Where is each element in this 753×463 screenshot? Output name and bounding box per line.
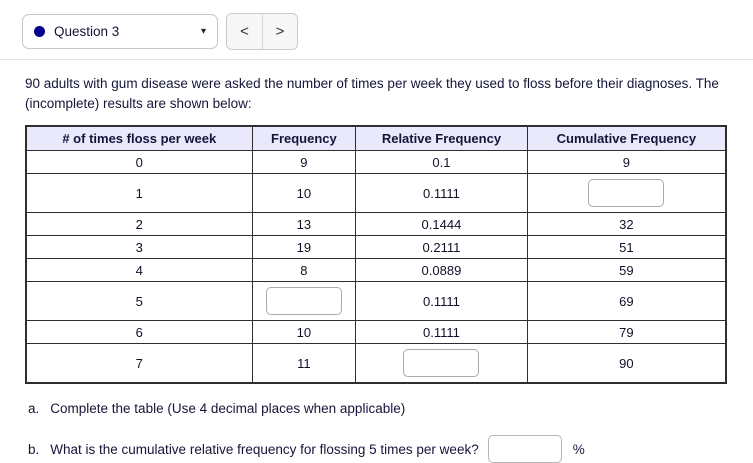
table-cell: 9 (251, 150, 357, 175)
table-cell: 69 (526, 281, 727, 322)
table-row: 6 10 0.1111 79 (25, 320, 727, 345)
table-cell: 0.1444 (355, 212, 528, 237)
table-cell: 79 (526, 320, 727, 345)
table-cell: 9 (526, 150, 727, 175)
column-header: Relative Frequency (355, 125, 528, 152)
table-cell-input[interactable] (265, 287, 342, 316)
next-question-button[interactable]: > (262, 14, 297, 49)
table-cell: 0.1 (355, 150, 528, 175)
table-cell: 0.1111 (355, 320, 528, 345)
table-cell (526, 173, 727, 214)
table-cell (355, 343, 528, 384)
table-row: 1 10 0.1111 (25, 173, 727, 214)
table-cell: 8 (251, 258, 357, 283)
table-cell-input[interactable] (588, 179, 665, 208)
table-cell: 90 (526, 343, 727, 384)
part-a-text: Complete the table (Use 4 decimal places… (50, 401, 406, 417)
part-b-text: What is the cumulative relative frequenc… (50, 441, 479, 457)
table-cell: 0.1111 (355, 281, 528, 322)
table-row: 7 11 90 (25, 343, 727, 384)
table-cell: 5 (25, 281, 253, 322)
question-prompt-text: 90 adults with gum disease were asked th… (25, 76, 719, 111)
table-cell: 6 (25, 320, 253, 345)
question-selector-label: Question 3 (54, 24, 120, 39)
table-cell-input[interactable] (403, 349, 480, 378)
table-cell: 13 (251, 212, 357, 237)
table-cell: 0 (25, 150, 253, 175)
table-cell: 7 (25, 343, 253, 384)
frequency-table: # of times floss per week Frequency Relati… (25, 125, 727, 385)
table-cell: 0.2111 (355, 235, 528, 260)
table-row: 5 0.1111 69 (25, 281, 727, 322)
part-b-percent-unit: % (572, 441, 585, 457)
top-bar: Question 3 ▾ < > (0, 0, 753, 59)
table-cell: 0.0889 (355, 258, 528, 283)
previous-question-button[interactable]: < (227, 14, 262, 49)
table-cell: 3 (25, 235, 253, 260)
table-cell: 10 (251, 173, 357, 214)
column-header: Frequency (251, 125, 357, 152)
table-cell: 0.1111 (355, 173, 528, 214)
table-cell: 10 (251, 320, 357, 345)
question-part-a: a. Complete the table (Use 4 decimal pla… (28, 401, 728, 416)
table-cell: 2 (25, 212, 253, 237)
table-cell: 1 (25, 173, 253, 214)
table-cell (251, 281, 357, 322)
part-b-label: b. (28, 441, 40, 457)
question-nav-group: < > (226, 13, 298, 50)
table-cell: 4 (25, 258, 253, 283)
question-part-b: b. What is the cumulative relative frequ… (28, 435, 728, 463)
table-row: 3 19 0.2111 51 (25, 235, 727, 260)
table-row: 4 8 0.0889 59 (25, 258, 727, 283)
table-cell: 51 (526, 235, 727, 260)
table-row: 2 13 0.1444 32 (25, 212, 727, 237)
question-selector-dropdown[interactable]: Question 3 ▾ (22, 14, 218, 49)
table-cell: 19 (251, 235, 357, 260)
column-header: Cumulative Frequency (526, 125, 727, 152)
part-b-answer-input[interactable] (487, 435, 562, 463)
table-row: 0 9 0.1 9 (25, 150, 727, 175)
chevron-down-icon: ▾ (200, 26, 206, 37)
part-a-label: a. (28, 401, 40, 417)
table-cell: 59 (526, 258, 727, 283)
header-divider (0, 59, 753, 60)
column-header: # of times floss per week (25, 125, 253, 152)
table-header-row: # of times floss per week Frequency Relati… (25, 125, 727, 152)
table-cell: 11 (251, 343, 357, 384)
question-status-dot-icon (34, 26, 45, 37)
table-cell: 32 (526, 212, 727, 237)
